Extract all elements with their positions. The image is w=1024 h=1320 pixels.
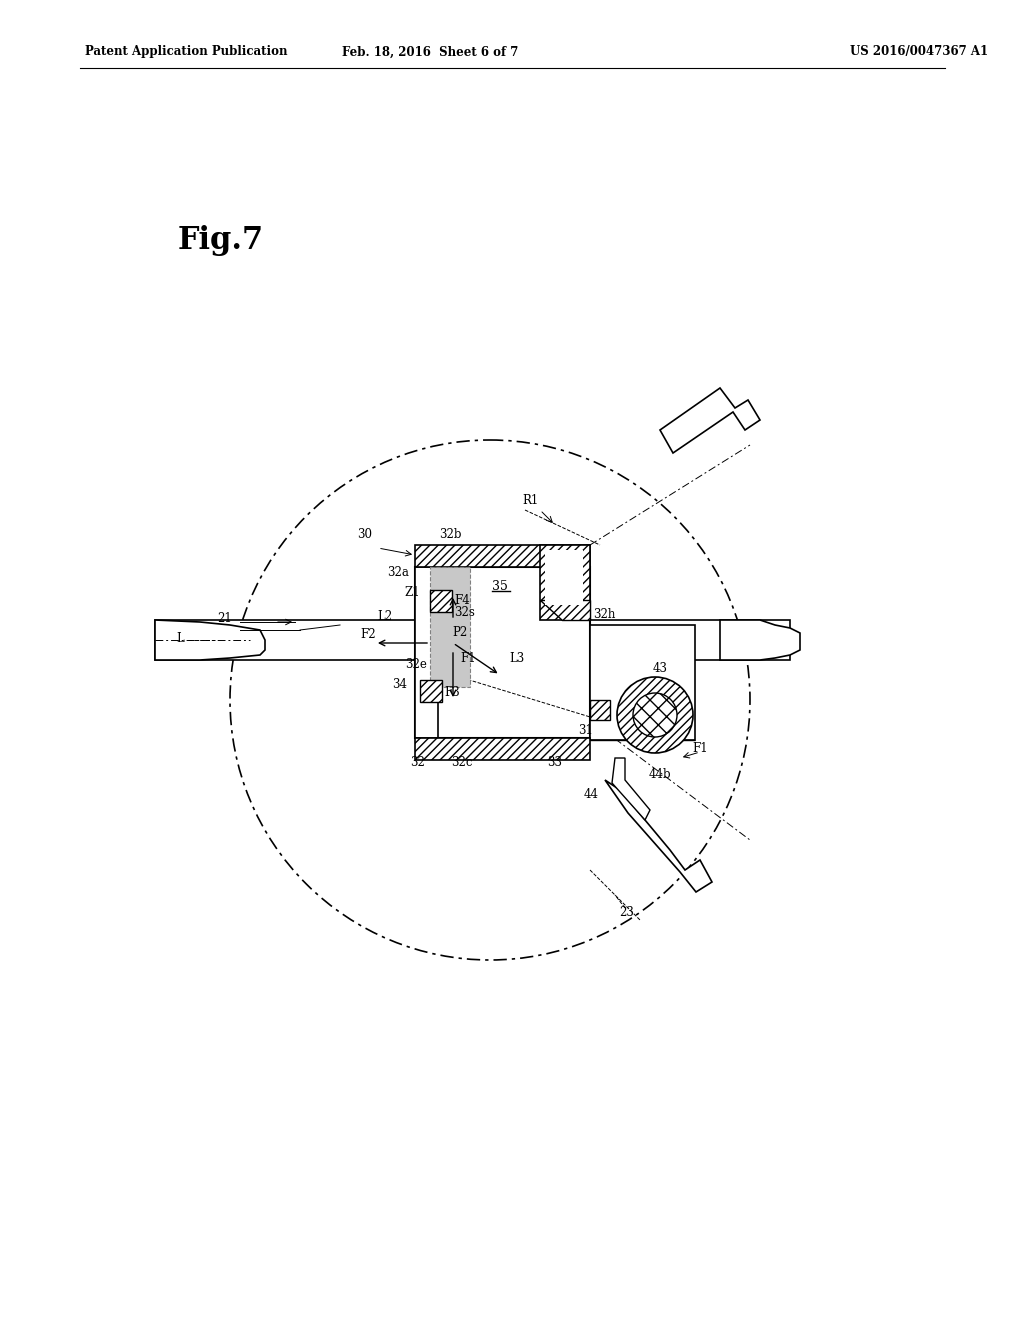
- Polygon shape: [605, 780, 712, 892]
- Text: Fig.7: Fig.7: [178, 224, 264, 256]
- Text: L3: L3: [509, 652, 524, 664]
- Text: F1: F1: [692, 742, 708, 755]
- Circle shape: [633, 693, 677, 737]
- Text: L2: L2: [378, 610, 392, 623]
- Text: 43: 43: [652, 661, 668, 675]
- Text: 34: 34: [392, 678, 408, 692]
- Text: F4: F4: [454, 594, 470, 606]
- Text: 31: 31: [579, 723, 594, 737]
- Text: 44b: 44b: [648, 768, 672, 781]
- Bar: [155, 620, 790, 660]
- Polygon shape: [612, 758, 650, 820]
- Text: 44: 44: [584, 788, 598, 801]
- Bar: [590, 624, 695, 741]
- Text: Z1: Z1: [404, 586, 420, 598]
- Text: US 2016/0047367 A1: US 2016/0047367 A1: [850, 45, 988, 58]
- Polygon shape: [540, 601, 590, 620]
- Bar: [415, 568, 590, 738]
- Polygon shape: [155, 620, 265, 660]
- Text: 33: 33: [548, 755, 562, 768]
- Bar: [540, 545, 590, 620]
- Bar: [545, 550, 583, 605]
- Text: L: L: [176, 631, 184, 644]
- Text: Patent Application Publication: Patent Application Publication: [85, 45, 288, 58]
- Text: R1: R1: [522, 494, 539, 507]
- Polygon shape: [720, 620, 800, 660]
- Bar: [430, 590, 452, 612]
- Bar: [420, 680, 442, 702]
- Text: 32a: 32a: [387, 565, 409, 578]
- Text: 21: 21: [218, 611, 232, 624]
- Text: Feb. 18, 2016  Sheet 6 of 7: Feb. 18, 2016 Sheet 6 of 7: [342, 45, 518, 58]
- Text: 32e: 32e: [406, 657, 427, 671]
- Text: 32s: 32s: [455, 606, 475, 619]
- Text: 32h: 32h: [593, 607, 615, 620]
- Text: 32: 32: [411, 755, 425, 768]
- Text: 30: 30: [357, 528, 373, 541]
- Text: F3: F3: [444, 686, 460, 700]
- Bar: [415, 568, 438, 738]
- Text: F2: F2: [360, 628, 376, 642]
- Text: P2: P2: [453, 627, 468, 639]
- Bar: [415, 545, 590, 568]
- Bar: [430, 568, 470, 686]
- Bar: [415, 738, 590, 760]
- Polygon shape: [660, 388, 760, 453]
- Text: F1: F1: [460, 652, 476, 664]
- Circle shape: [617, 677, 693, 752]
- Bar: [590, 700, 610, 719]
- Text: 23: 23: [620, 906, 635, 919]
- Text: 32c: 32c: [452, 756, 473, 770]
- Text: 35: 35: [493, 581, 508, 594]
- Text: 32b: 32b: [438, 528, 461, 541]
